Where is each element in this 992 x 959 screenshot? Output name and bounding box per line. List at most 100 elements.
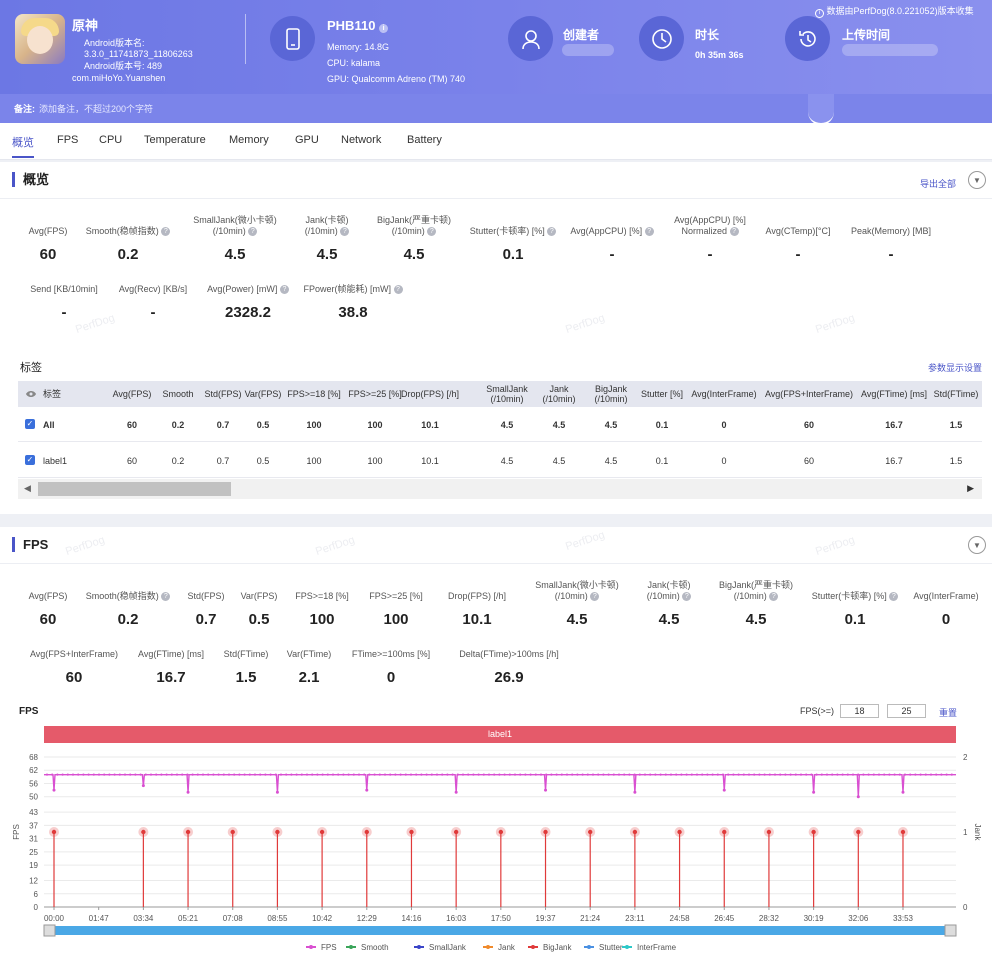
help-icon[interactable]: ? xyxy=(279,285,289,295)
y-tick-label: 37 xyxy=(29,821,38,830)
row-checkbox[interactable]: ✓ xyxy=(25,455,35,465)
fps-dip-point xyxy=(141,784,145,788)
fps-point xyxy=(134,773,137,776)
fps-point xyxy=(321,773,324,776)
fps-point xyxy=(378,773,381,776)
fps-point xyxy=(363,773,366,776)
fps-point xyxy=(82,773,85,776)
divider xyxy=(0,563,992,564)
metric-label-line: Var(FPS) xyxy=(240,591,278,601)
eye-icon[interactable] xyxy=(25,389,37,402)
column-header[interactable]: Smooth xyxy=(162,389,194,399)
metric-value: - xyxy=(61,304,67,321)
fps-point xyxy=(909,773,912,776)
tab-cpu[interactable]: CPU xyxy=(99,134,123,146)
fps-point xyxy=(638,773,641,776)
metric-value: 26.9 xyxy=(494,669,524,686)
scrollbar-thumb[interactable] xyxy=(38,482,231,496)
column-header[interactable]: BigJank (/10min) xyxy=(594,384,628,404)
help-icon[interactable]: ? xyxy=(427,227,437,237)
column-header[interactable]: Std(FTime) xyxy=(933,389,979,399)
info-icon[interactable]: i xyxy=(379,24,389,33)
collapse-handle[interactable] xyxy=(808,94,834,125)
display-settings-link[interactable]: 参数显示设置 xyxy=(928,363,983,373)
column-header[interactable]: Drop(FPS) [/h] xyxy=(400,389,459,399)
legend-label: Stutter xyxy=(599,943,623,952)
remark-input[interactable]: 添加备注，不超过200个字符 xyxy=(39,104,154,114)
tab-temperature[interactable]: Temperature xyxy=(144,134,206,146)
export-all-link[interactable]: 导出全部 xyxy=(920,179,957,189)
column-header[interactable]: Jank (/10min) xyxy=(542,384,576,404)
fps-point xyxy=(472,773,475,776)
table-cell: 16.7 xyxy=(885,420,903,430)
column-header[interactable]: FPS>=18 [%] xyxy=(287,389,341,399)
help-icon[interactable]: ? xyxy=(644,227,654,237)
column-header[interactable]: Avg(InterFrame) xyxy=(691,389,757,399)
fps-point xyxy=(732,773,735,776)
metric-value: 0.2 xyxy=(117,611,139,628)
column-header[interactable]: SmallJank (/10min) xyxy=(486,384,528,404)
metric-label: Jank(卡顿) (/10min) ? xyxy=(272,215,382,237)
label-band[interactable]: label1 xyxy=(44,726,956,743)
fps-point xyxy=(181,773,184,776)
scroll-left-icon[interactable]: ◀ xyxy=(24,483,31,493)
help-icon[interactable]: ? xyxy=(590,592,600,602)
fps-point xyxy=(851,773,855,776)
help-icon[interactable]: ? xyxy=(161,592,171,602)
help-icon[interactable]: ? xyxy=(161,227,171,237)
help-icon[interactable]: ? xyxy=(682,592,692,602)
help-icon[interactable]: ? xyxy=(889,592,899,602)
fps-threshold-input-2[interactable]: 25 xyxy=(887,704,926,718)
help-icon[interactable]: ? xyxy=(340,227,350,237)
fps-collapse-button[interactable]: ▼ xyxy=(968,536,986,554)
metric-label: Avg(AppCPU) [%] ? xyxy=(557,226,667,237)
metric-label-line: Peak(Memory) [MB] xyxy=(850,226,931,236)
fps-threshold-input-1[interactable]: 18 xyxy=(840,704,879,718)
overview-title: 概览 xyxy=(12,172,49,187)
column-header[interactable]: Avg(FTime) [ms] xyxy=(860,389,927,399)
help-icon[interactable]: ? xyxy=(547,227,557,237)
row-checkbox[interactable]: ✓ xyxy=(25,419,35,429)
tab-fps[interactable]: FPS xyxy=(57,134,79,146)
help-icon[interactable]: ? xyxy=(769,592,779,602)
tab-network[interactable]: Network xyxy=(341,134,382,146)
metric-label: Avg(AppCPU) [%] Normalized ? xyxy=(655,215,765,237)
fps-point xyxy=(508,773,511,776)
table-cell: 10.1 xyxy=(421,456,439,466)
column-header[interactable]: Stutter [%] xyxy=(640,389,684,399)
fps-point xyxy=(170,773,173,776)
column-header[interactable]: Std(FPS) xyxy=(204,389,242,399)
column-header[interactable]: Avg(FPS+InterFrame) xyxy=(764,389,854,399)
table-cell: 1.5 xyxy=(949,456,963,466)
tab-battery[interactable]: Battery xyxy=(407,134,442,146)
tab-gpu[interactable]: GPU xyxy=(295,134,319,146)
fps-point xyxy=(935,773,938,776)
x-tick-label: 05:21 xyxy=(178,914,199,923)
column-header[interactable]: 标签 xyxy=(43,389,62,399)
table-horizontal-scrollbar[interactable]: ◀ ▶ xyxy=(18,479,982,499)
help-icon[interactable]: ? xyxy=(393,285,403,295)
fps-point xyxy=(425,773,428,776)
y2-tick-label: 2 xyxy=(963,753,968,762)
column-header[interactable]: Avg(FPS) xyxy=(112,389,152,399)
fps-dip-point xyxy=(812,790,816,794)
column-header[interactable]: FPS>=25 [%] xyxy=(348,389,402,399)
metric-label: FPS>=25 [%] xyxy=(346,591,446,602)
overview-collapse-button[interactable]: ▼ xyxy=(968,171,986,189)
scroll-right-icon[interactable]: ▶ xyxy=(967,483,974,493)
tab-overview[interactable]: 概览 xyxy=(12,134,34,158)
fps-point xyxy=(144,773,147,776)
table-cell: 100 xyxy=(306,456,322,466)
tab-memory[interactable]: Memory xyxy=(229,134,269,146)
fps-point xyxy=(607,773,610,776)
help-icon[interactable]: ? xyxy=(729,227,739,237)
help-icon[interactable]: ? xyxy=(248,227,258,237)
metric-label: Avg(InterFrame) xyxy=(896,591,992,602)
reset-link[interactable]: 重置 xyxy=(939,708,958,718)
metric-label-line: (/10min) ? xyxy=(272,226,382,237)
fps-point xyxy=(919,773,922,776)
fps-point xyxy=(695,773,699,776)
metric-label: Peak(Memory) [MB] xyxy=(836,226,946,237)
column-header[interactable]: Var(FPS) xyxy=(244,389,282,399)
